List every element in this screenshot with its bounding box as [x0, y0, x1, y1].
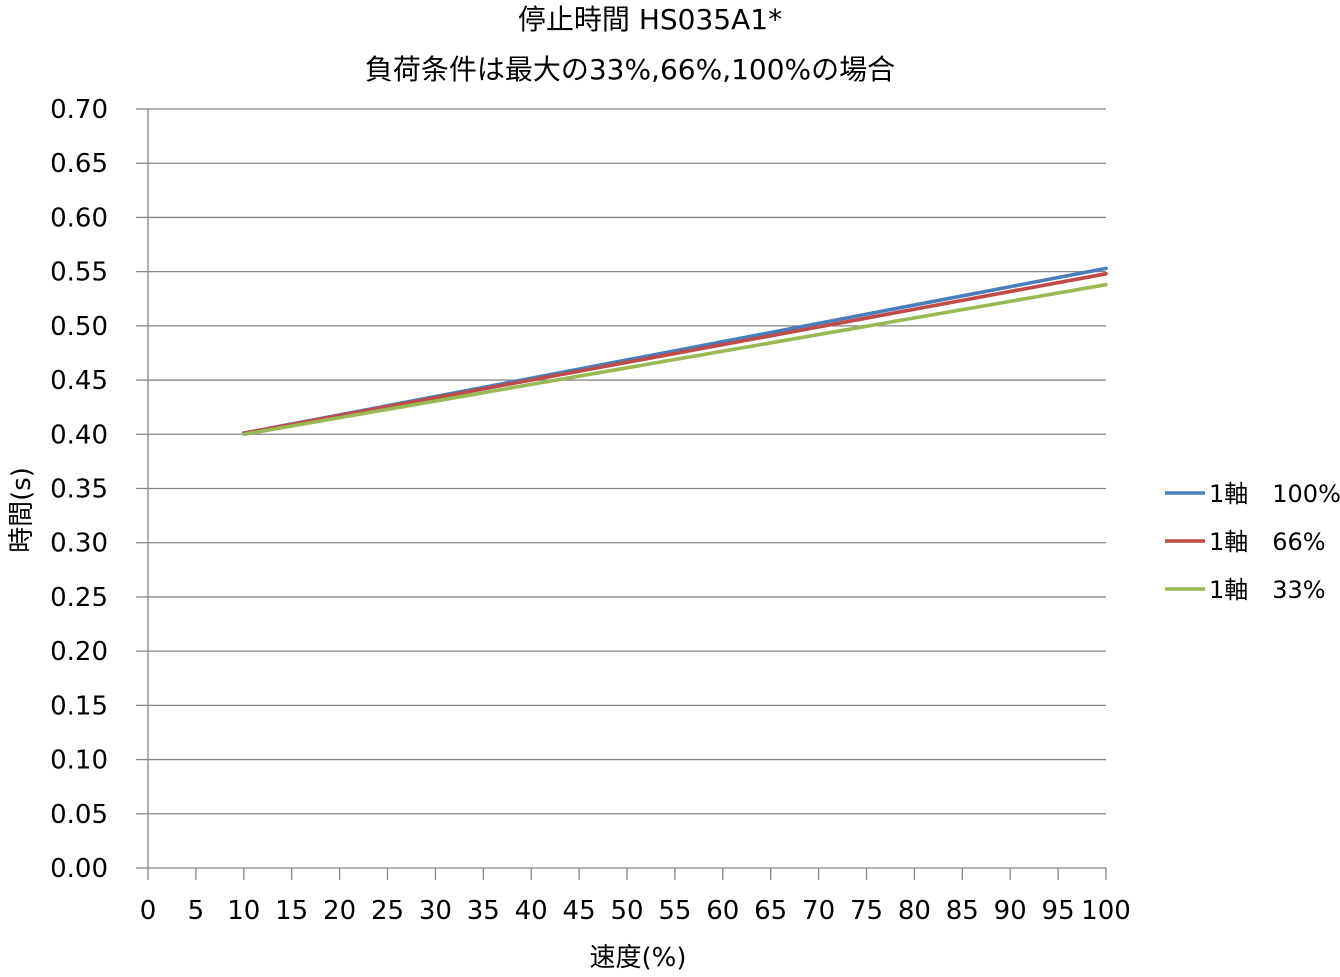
y-tick-label: 0.15 — [50, 691, 108, 721]
x-tick-label: 100 — [1081, 896, 1131, 926]
x-tick-label: 90 — [994, 896, 1027, 926]
tick-labels: 0.00 0.05 0.10 0.15 0.20 0.25 0.30 0.35 0.40 0.45… — [50, 95, 1131, 926]
y-tick-label: 0.50 — [50, 312, 108, 342]
x-tick-label: 10 — [227, 896, 260, 926]
series-lines — [242, 266, 1108, 437]
y-tick-label: 0.70 — [50, 95, 108, 125]
x-tick-label: 25 — [371, 896, 404, 926]
series-line-3 — [242, 282, 1108, 437]
legend-label-1: 1軸 100% — [1209, 480, 1340, 508]
x-axis-title: 速度(%) — [590, 943, 687, 973]
y-tick-label: 0.35 — [50, 475, 108, 505]
series-line-2 — [242, 271, 1108, 436]
x-tick-label: 20 — [323, 896, 356, 926]
x-tick-label: 95 — [1042, 896, 1075, 926]
x-tick-label: 40 — [515, 896, 548, 926]
x-tick-label: 70 — [802, 896, 835, 926]
x-tick-label: 45 — [563, 896, 596, 926]
y-tick-label: 0.65 — [50, 149, 108, 179]
x-tick-label: 80 — [898, 896, 931, 926]
y-axis-title: 時間(s) — [7, 467, 37, 553]
x-tick-label: 15 — [275, 896, 308, 926]
y-tick-label: 0.25 — [50, 583, 108, 613]
x-tick-label: 75 — [850, 896, 883, 926]
y-tick-label: 0.40 — [50, 420, 108, 450]
x-tick-label: 85 — [946, 896, 979, 926]
chart-title-line-1: 停止時間 HS035A1* — [518, 3, 782, 36]
legend-label-2: 1軸 66% — [1209, 528, 1326, 556]
x-tick-label: 50 — [610, 896, 643, 926]
x-tick-label: 5 — [188, 896, 205, 926]
x-tick-label: 0 — [140, 896, 157, 926]
y-tick-label: 0.30 — [50, 529, 108, 559]
y-tick-label: 0.20 — [50, 637, 108, 667]
y-tick-label: 0.05 — [50, 800, 108, 830]
legend-label-3: 1軸 33% — [1209, 576, 1326, 604]
x-tick-label: 30 — [419, 896, 452, 926]
y-tick-label: 0.10 — [50, 746, 108, 776]
x-tick-label: 55 — [658, 896, 691, 926]
y-tick-label: 0.45 — [50, 366, 108, 396]
gridlines — [148, 108, 1106, 815]
axes — [136, 108, 1107, 880]
x-tick-label: 35 — [467, 896, 500, 926]
x-tick-label: 65 — [754, 896, 787, 926]
y-tick-label: 0.60 — [50, 203, 108, 233]
x-tick-label: 60 — [706, 896, 739, 926]
y-tick-label: 0.55 — [50, 258, 108, 288]
legend: 1軸 100% 1軸 66% 1軸 33% — [1165, 480, 1340, 604]
chart-title-line-2: 負荷条件は最大の33%,66%,100%の場合 — [365, 53, 895, 86]
y-tick-label: 0.00 — [50, 854, 108, 884]
